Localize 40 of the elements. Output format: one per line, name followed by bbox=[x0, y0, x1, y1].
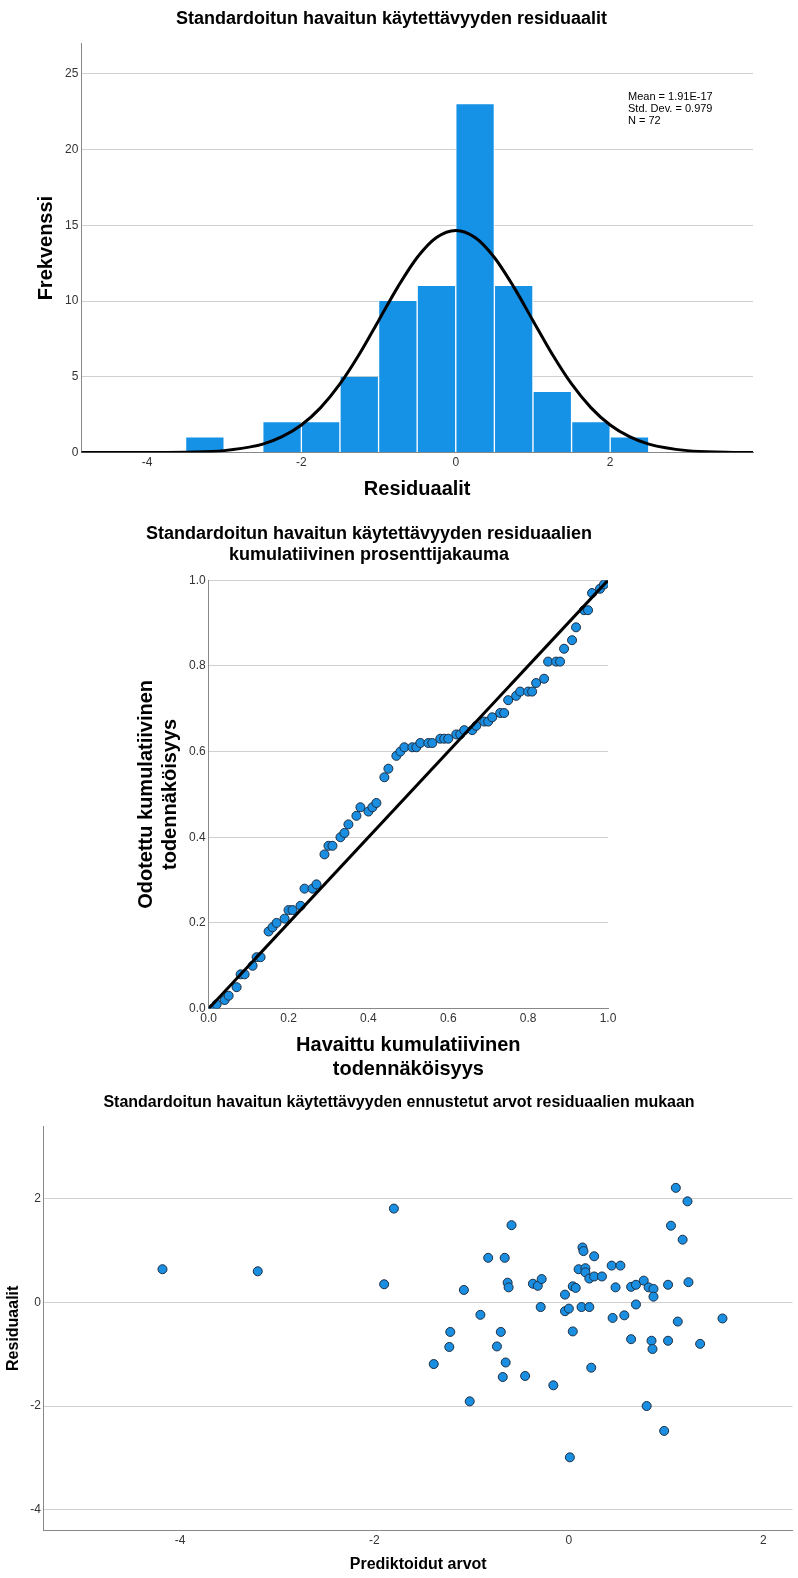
y-tick-label: 15 bbox=[64, 217, 79, 232]
x-tick-label: 0 bbox=[452, 455, 460, 470]
x-axis-title: Havaittu kumulatiivinen todennäköisyys bbox=[296, 1032, 521, 1079]
x-tick-label: -2 bbox=[369, 1532, 381, 1547]
y-axis-title: Residuaalit bbox=[4, 1284, 22, 1371]
x-tick-label: 0 bbox=[565, 1532, 573, 1547]
y-tick-label: 2 bbox=[34, 1191, 42, 1206]
y-tick-label: 20 bbox=[64, 141, 79, 156]
x-tick-label: -2 bbox=[296, 455, 308, 470]
y-tick-label: 10 bbox=[64, 293, 79, 308]
x-tick-label: 2 bbox=[759, 1532, 767, 1547]
y-tick-label: -4 bbox=[30, 1501, 42, 1516]
y-tick-label: 0.8 bbox=[188, 658, 206, 673]
y-tick-label: 25 bbox=[64, 66, 79, 81]
annotation: N = 72 bbox=[628, 114, 661, 127]
y-tick-label: 5 bbox=[71, 369, 79, 384]
y-axis-title: Frekvenssi bbox=[33, 195, 56, 301]
x-axis-title: Residuaalit bbox=[363, 476, 471, 499]
y-tick-label: 0 bbox=[34, 1294, 42, 1309]
y-axis-title: Odotettu kumulatiivinen todennäköisyys bbox=[133, 679, 180, 909]
x-axis-title: Prediktoidut arvot bbox=[349, 1554, 488, 1572]
y-tick-label: 0.2 bbox=[188, 915, 206, 930]
chart-title: Standardoitun havaitun käytettävyyden ennustetut arvot residuaalien mukaan bbox=[103, 1093, 695, 1111]
x-tick-label: 0.2 bbox=[280, 1011, 298, 1026]
x-tick-label: 0.6 bbox=[439, 1011, 457, 1026]
y-tick-label: 0 bbox=[71, 444, 79, 459]
x-tick-label: -4 bbox=[174, 1532, 186, 1547]
y-tick-label: -2 bbox=[30, 1398, 42, 1413]
y-tick-label: 0.6 bbox=[188, 743, 206, 758]
y-tick-label: 1.0 bbox=[188, 572, 206, 587]
x-tick-label: 0.4 bbox=[360, 1011, 378, 1026]
annotation: Std. Dev. = 0.979 bbox=[628, 102, 713, 115]
x-tick-label: 0.8 bbox=[519, 1011, 537, 1026]
x-tick-label: 2 bbox=[606, 455, 614, 470]
x-tick-label: 1.0 bbox=[599, 1011, 617, 1026]
y-tick-label: 0.4 bbox=[188, 829, 206, 844]
x-tick-label: -4 bbox=[141, 455, 153, 470]
chart-title: Standardoitun havaitun käytettävyyden residuaalien kumulatiivinen prosenttijakauma bbox=[145, 522, 593, 565]
annotation: Mean = 1.91E-17 bbox=[628, 90, 713, 103]
chart-title: Standardoitun havaitun käytettävyyden residuaalit bbox=[175, 7, 608, 28]
